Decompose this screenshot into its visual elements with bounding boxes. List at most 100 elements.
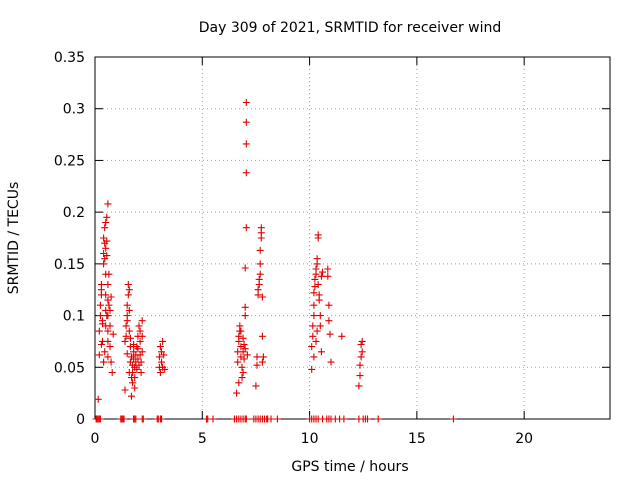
y-tick-label: 0.35 bbox=[54, 50, 85, 66]
data-point bbox=[241, 264, 249, 272]
data-point bbox=[158, 415, 165, 423]
data-point bbox=[240, 341, 248, 348]
data-point bbox=[316, 322, 324, 330]
data-point bbox=[95, 351, 103, 359]
data-point bbox=[315, 296, 323, 304]
data-point bbox=[132, 415, 140, 423]
data-point bbox=[314, 281, 322, 288]
data-point bbox=[358, 337, 366, 345]
axis-ticks: 0 0.05 0.1 0.15 0.2 0.25 0.3 0.35 0 5 10 15 20 bbox=[54, 50, 610, 447]
data-point bbox=[97, 281, 105, 288]
chart-title: Day 309 of 2021, SRMTID for receiver win… bbox=[199, 20, 502, 36]
data-point bbox=[103, 213, 111, 221]
data-point bbox=[324, 272, 332, 280]
y-tick-label: 0.05 bbox=[54, 360, 85, 376]
data-point bbox=[122, 322, 130, 330]
x-tick-label: 5 bbox=[198, 431, 207, 447]
data-point bbox=[238, 363, 246, 371]
data-point bbox=[314, 231, 322, 239]
data-point bbox=[123, 312, 131, 320]
data-point bbox=[241, 345, 249, 353]
data-point bbox=[105, 270, 113, 278]
data-point bbox=[258, 332, 266, 340]
data-point bbox=[128, 374, 135, 382]
data-point bbox=[316, 312, 324, 320]
data-point bbox=[107, 358, 115, 366]
data-point bbox=[313, 255, 321, 263]
data-point bbox=[242, 140, 250, 148]
data-point bbox=[327, 358, 335, 366]
data-point bbox=[253, 361, 261, 369]
data-point bbox=[358, 348, 366, 356]
data-point bbox=[234, 358, 242, 366]
data-point bbox=[101, 348, 109, 356]
y-axis-label: SRMTID / TECUs bbox=[6, 182, 22, 295]
data-point bbox=[104, 327, 112, 335]
x-tick-label: 0 bbox=[91, 431, 100, 447]
data-point bbox=[106, 306, 114, 314]
data-point bbox=[242, 224, 250, 232]
data-point bbox=[128, 392, 135, 400]
data-point bbox=[136, 327, 144, 335]
data-point bbox=[256, 260, 264, 268]
data-point bbox=[100, 260, 108, 268]
data-point bbox=[312, 337, 320, 345]
data-point bbox=[253, 353, 261, 361]
data-point bbox=[267, 415, 275, 423]
data-point bbox=[338, 332, 346, 340]
data-point bbox=[94, 395, 102, 403]
data-point bbox=[100, 358, 108, 366]
data-point bbox=[124, 291, 132, 299]
data-point bbox=[126, 358, 134, 366]
data-point bbox=[125, 306, 133, 314]
data-point bbox=[259, 353, 267, 361]
data-point bbox=[310, 353, 318, 361]
data-point bbox=[309, 322, 317, 330]
data-point bbox=[310, 301, 318, 309]
data-point bbox=[273, 415, 281, 423]
data-point bbox=[317, 348, 325, 356]
data-point bbox=[242, 99, 250, 106]
data-point bbox=[123, 350, 131, 358]
data-point bbox=[97, 341, 105, 348]
data-point bbox=[242, 415, 250, 423]
data-point bbox=[209, 415, 217, 423]
data-point bbox=[102, 219, 110, 226]
data-point bbox=[255, 275, 263, 283]
data-point bbox=[308, 343, 316, 351]
data-point bbox=[125, 327, 133, 335]
data-point bbox=[326, 330, 334, 338]
data-point bbox=[109, 330, 117, 338]
data-point bbox=[240, 355, 248, 363]
data-point bbox=[99, 320, 106, 328]
data-point bbox=[138, 317, 146, 325]
y-tick-label: 0.2 bbox=[63, 205, 85, 221]
data-point bbox=[258, 358, 266, 366]
data-point bbox=[104, 200, 112, 208]
data-point bbox=[319, 268, 326, 276]
data-point bbox=[129, 379, 137, 387]
data-point bbox=[101, 224, 109, 232]
data-point bbox=[312, 265, 320, 273]
data-point bbox=[137, 369, 145, 376]
data-point bbox=[241, 312, 249, 320]
data-point bbox=[161, 365, 169, 373]
data-point bbox=[100, 234, 108, 242]
data-point bbox=[107, 293, 115, 301]
data-point bbox=[125, 286, 133, 294]
x-axis-label: GPS time / hours bbox=[291, 459, 408, 475]
data-point bbox=[258, 293, 266, 301]
data-point bbox=[103, 312, 111, 320]
data-point bbox=[137, 358, 145, 366]
data-point bbox=[243, 351, 251, 359]
data-point bbox=[356, 372, 364, 380]
data-point bbox=[96, 312, 104, 320]
data-point bbox=[325, 317, 333, 325]
data-point bbox=[310, 312, 318, 320]
data-point bbox=[252, 382, 260, 390]
data-point bbox=[239, 369, 247, 376]
data-point bbox=[355, 382, 363, 390]
data-point bbox=[104, 353, 112, 361]
data-point bbox=[134, 355, 142, 363]
